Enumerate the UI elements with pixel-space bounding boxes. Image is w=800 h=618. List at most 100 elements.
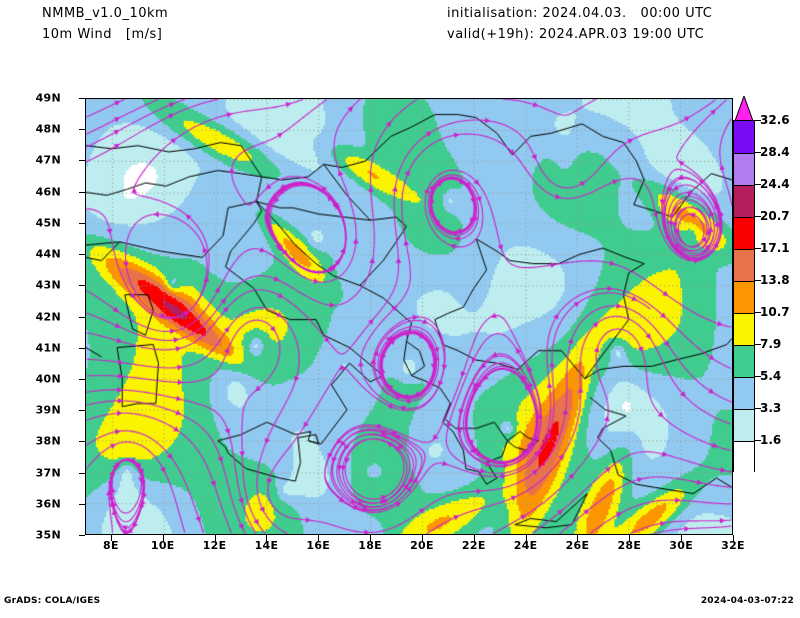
- colorbar-tick-mark: [755, 280, 761, 281]
- y-axis-tick-mark: [79, 129, 85, 131]
- x-axis-tick-label: 10E: [150, 539, 175, 552]
- colorbar-segment: [734, 409, 754, 441]
- y-axis-tick-mark: [79, 472, 85, 474]
- y-axis-tick-label: 43N: [35, 278, 61, 292]
- colorbar-segment: [734, 377, 754, 409]
- colorbar-tick-label: 24.4: [760, 177, 790, 191]
- colorbar-tick-mark: [755, 376, 761, 377]
- y-axis-tick-label: 38N: [35, 434, 61, 448]
- y-axis-tick-label: 46N: [35, 185, 61, 199]
- y-axis-tick-mark: [79, 316, 85, 318]
- colorbar[interactable]: [733, 120, 755, 473]
- colorbar-tick-label: 5.4: [760, 369, 782, 383]
- y-axis-tick-label: 49N: [35, 91, 61, 105]
- colorbar-divider: [734, 153, 754, 154]
- x-axis-tick-label: 26E: [565, 539, 590, 552]
- colorbar-tick-label: 1.6: [760, 433, 782, 447]
- colorbar-segment: [734, 185, 754, 217]
- colorbar-divider: [734, 441, 754, 442]
- x-axis-tick-mark: [370, 535, 372, 541]
- colorbar-segment: [734, 153, 754, 185]
- colorbar-divider: [734, 185, 754, 186]
- y-axis-tick-mark: [79, 98, 85, 99]
- colorbar-tick-label: 28.4: [760, 145, 790, 159]
- colorbar-divider: [734, 377, 754, 378]
- colorbar-tick-mark: [755, 184, 761, 185]
- x-axis-tick-label: 12E: [202, 539, 227, 552]
- x-axis-tick-mark: [577, 535, 579, 541]
- map-plot-area[interactable]: [85, 98, 733, 535]
- colorbar-segment: [734, 249, 754, 281]
- colorbar-tick-mark: [755, 408, 761, 409]
- y-axis-tick-mark: [79, 503, 85, 505]
- x-axis-tick-label: 8E: [103, 539, 119, 552]
- y-axis-tick-label: 35N: [35, 528, 61, 542]
- x-axis-tick-mark: [629, 535, 631, 541]
- colorbar-tick-mark: [755, 440, 761, 441]
- y-axis-tick-label: 45N: [35, 216, 61, 230]
- y-axis-tick-mark: [79, 441, 85, 443]
- y-axis-tick-mark: [79, 347, 85, 349]
- y-axis-tick-mark: [79, 535, 85, 536]
- y-axis-tick-label: 41N: [35, 341, 61, 355]
- x-axis-tick-mark: [214, 535, 216, 541]
- x-axis-tick-mark: [525, 535, 527, 541]
- x-axis-tick-mark: [473, 535, 475, 541]
- colorbar-tick-label: 32.6: [760, 113, 790, 127]
- y-axis-tick-mark: [79, 160, 85, 162]
- x-axis-tick-label: 32E: [721, 539, 745, 552]
- colorbar-tick-mark: [755, 344, 761, 345]
- timestamp-label: 2024-04-03-07:22: [700, 596, 794, 606]
- colorbar-tick-label: 20.7: [760, 209, 790, 223]
- y-axis-tick-label: 36N: [35, 497, 61, 511]
- colorbar-tick-label: 7.9: [760, 337, 782, 351]
- colorbar-divider: [734, 313, 754, 314]
- valid-time: valid(+19h): 2024.APR.03 19:00 UTC: [447, 27, 705, 42]
- y-axis-tick-mark: [79, 254, 85, 256]
- x-axis-tick-mark: [421, 535, 423, 541]
- credit-label: GrADS: COLA/IGES: [4, 596, 101, 606]
- colorbar-tick-label: 17.1: [760, 241, 790, 255]
- y-axis-tick-mark: [79, 410, 85, 412]
- field-subtitle: 10m Wind [m/s]: [42, 27, 163, 42]
- colorbar-divider: [734, 249, 754, 250]
- y-axis-tick-label: 42N: [35, 310, 61, 323]
- model-title: NMMB_v1.0_10km: [42, 6, 169, 21]
- y-axis-tick-mark: [79, 378, 85, 380]
- colorbar-tick-mark: [755, 312, 761, 313]
- colorbar-segment: [734, 217, 754, 249]
- colorbar-segment: [734, 121, 754, 153]
- x-axis-tick-label: 18E: [358, 539, 382, 552]
- x-axis-tick-label: 20E: [410, 539, 434, 552]
- x-axis-tick-mark: [681, 535, 683, 541]
- colorbar-tick-mark: [755, 152, 761, 153]
- colorbar-tick-mark: [755, 120, 761, 121]
- y-axis-tick-mark: [79, 285, 85, 287]
- x-axis-tick-mark: [733, 535, 734, 541]
- y-axis-tick-mark: [79, 222, 85, 224]
- x-axis-tick-mark: [318, 535, 320, 541]
- x-axis-tick-mark: [110, 535, 112, 541]
- colorbar-divider: [734, 217, 754, 218]
- x-axis-tick-label: 28E: [617, 539, 642, 552]
- colorbar-segment: [734, 313, 754, 345]
- x-axis-tick-mark: [266, 535, 268, 541]
- colorbar-divider: [734, 345, 754, 346]
- colorbar-tick-label: 13.8: [760, 273, 790, 287]
- colorbar-segment: [734, 345, 754, 377]
- colorbar-arrow-tip: [733, 94, 755, 122]
- y-axis-tick-label: 40N: [35, 372, 61, 386]
- y-axis-tick-label: 44N: [35, 247, 61, 261]
- colorbar-tick-mark: [755, 248, 761, 249]
- colorbar-segment: [734, 441, 754, 473]
- y-axis-tick-mark: [79, 191, 85, 193]
- x-axis-tick-label: 22E: [461, 539, 486, 552]
- colorbar-segment: [734, 281, 754, 313]
- colorbar-tick-label: 3.3: [760, 401, 782, 415]
- initialisation-time: initialisation: 2024.04.03. 00:00 UTC: [447, 6, 713, 21]
- y-axis-tick-label: 39N: [35, 403, 61, 417]
- colorbar-tick-mark: [755, 216, 761, 217]
- x-axis-tick-label: 14E: [254, 539, 279, 552]
- colorbar-divider: [734, 409, 754, 410]
- wind-field-canvas: [86, 99, 732, 534]
